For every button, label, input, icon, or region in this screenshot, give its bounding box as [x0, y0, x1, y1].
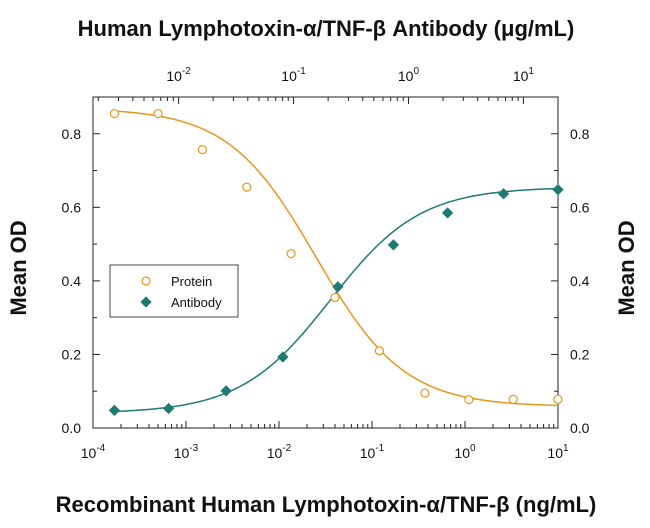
y2-axis-label: Mean OD	[614, 220, 639, 315]
x2-tick-base: 10	[281, 68, 297, 84]
x-tick-exponent: 1	[563, 443, 569, 454]
x2-tick-label: 10-2	[166, 66, 191, 84]
y2-tick-label: 0.8	[570, 126, 590, 142]
x-axis-label: Recombinant Human Lymphotoxin-α/TNF-β (n…	[56, 492, 597, 517]
antibody-fit-curve	[114, 187, 559, 413]
plot-frame	[92, 96, 559, 429]
protein-data-point	[153, 108, 163, 119]
x-tick-base: 10	[81, 445, 97, 461]
x2-tick-label: 101	[513, 66, 535, 84]
legend: Protein Antibody	[109, 264, 239, 318]
antibody-data-point	[441, 207, 454, 219]
legend-antibody-marker	[140, 296, 152, 308]
protein-data-point	[197, 144, 207, 155]
antibody-data-point	[332, 281, 344, 293]
x-tick-exponent: -2	[282, 443, 291, 454]
y-axis-label: Mean OD	[6, 220, 31, 315]
protein-fit-curve	[114, 110, 559, 407]
y2-tick-label: 0.6	[570, 199, 590, 215]
y2-tick-label: 0.0	[570, 420, 590, 436]
x2-tick-exponent: -1	[297, 66, 306, 77]
points-layer	[108, 108, 564, 417]
x-tick-base: 10	[267, 445, 283, 461]
protein-data-point	[109, 108, 120, 119]
legend-protein-marker	[141, 276, 151, 286]
legend-antibody-label: Antibody	[171, 295, 222, 310]
x2-tick-exponent: 1	[528, 66, 534, 77]
chart-title: Human Lymphotoxin-α/TNF-β Antibody (μg/m…	[78, 16, 575, 41]
x-tick-label: 10-1	[360, 443, 385, 461]
y-tick-label: 0.4	[62, 273, 82, 289]
x-tick-exponent: 0	[470, 443, 476, 454]
x-tick-label: 10-4	[81, 443, 106, 461]
x-tick-label: 100	[454, 443, 476, 461]
protein-data-point	[508, 394, 518, 404]
legend-box	[109, 264, 239, 318]
protein-data-point	[242, 182, 252, 192]
antibody-data-point	[108, 404, 121, 417]
x-tick-base: 10	[547, 445, 563, 461]
x2-tick-label: 100	[398, 66, 420, 84]
x-tick-exponent: -1	[375, 443, 384, 454]
x-tick-base: 10	[454, 445, 470, 461]
x-tick-exponent: -3	[189, 443, 198, 454]
protein-data-point	[464, 395, 474, 405]
y-tick-label: 0.6	[62, 199, 82, 215]
y-tick-label: 0.8	[62, 126, 82, 142]
protein-data-point	[330, 292, 340, 303]
y2-tick-label: 0.4	[570, 273, 590, 289]
y2-tick-label: 0.2	[570, 346, 590, 362]
x-tick-exponent: -4	[96, 443, 105, 454]
x2-tick-base: 10	[513, 68, 529, 84]
x2-tick-label: 10-1	[281, 66, 306, 84]
antibody-data-point	[220, 385, 232, 397]
antibody-data-point	[162, 402, 175, 415]
x2-tick-base: 10	[166, 68, 182, 84]
x-tick-label: 10-3	[174, 443, 199, 461]
y-tick-label: 0.0	[62, 420, 82, 436]
legend-protein-label: Protein	[171, 274, 212, 289]
antibody-data-point	[387, 239, 400, 251]
x-tick-base: 10	[360, 445, 376, 461]
antibody-data-point	[277, 351, 289, 363]
x-tick-label: 101	[547, 443, 569, 461]
protein-data-point	[286, 249, 296, 259]
curves-layer	[114, 110, 559, 413]
protein-data-point	[374, 346, 384, 356]
antibody-data-point	[497, 188, 510, 200]
protein-data-point	[553, 394, 563, 404]
protein-data-point	[420, 388, 430, 398]
y-tick-label: 0.2	[62, 346, 82, 362]
x2-tick-exponent: 0	[413, 66, 419, 77]
x-tick-label: 10-2	[267, 443, 292, 461]
x-tick-base: 10	[174, 445, 190, 461]
x2-tick-exponent: -2	[182, 66, 191, 77]
x2-tick-base: 10	[398, 68, 414, 84]
antibody-data-point	[552, 184, 564, 196]
